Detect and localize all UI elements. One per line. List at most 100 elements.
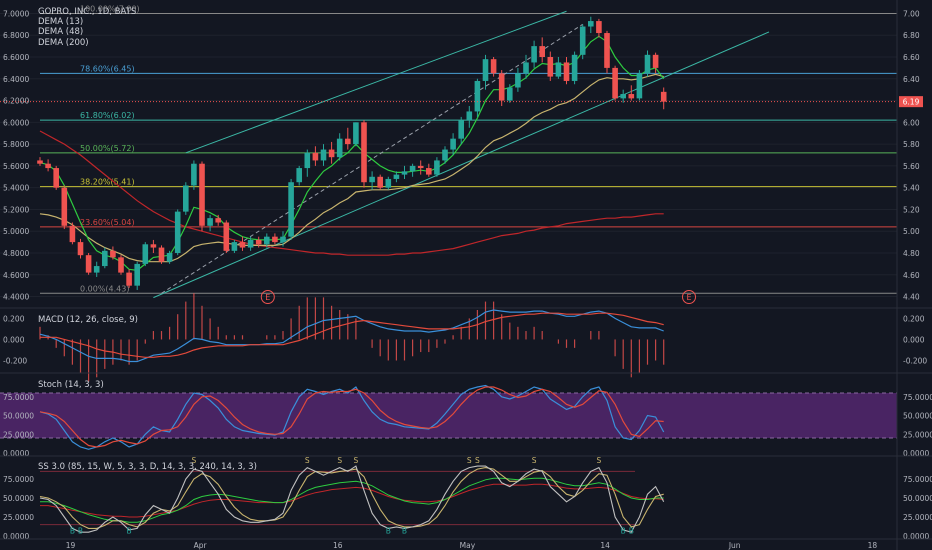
ss-tick-label: 0.0000: [903, 532, 929, 541]
stoch-tick-label-left: 25.0000: [3, 430, 34, 439]
candle: [474, 80, 481, 112]
candle: [531, 46, 537, 63]
candle: [442, 149, 448, 161]
candle: [361, 122, 367, 183]
ss-fast-line: [39, 465, 665, 533]
candle: [264, 236, 270, 245]
price-tick-label-left: 4.4000: [3, 293, 29, 302]
candle: [409, 165, 416, 172]
price-tick-label-right: 4.60: [903, 271, 920, 280]
price-tick-label-right: 6.40: [903, 75, 920, 84]
price-tick-label-left: 5.0000: [3, 227, 29, 236]
ss-buy-marker: B: [127, 527, 132, 536]
candle: [37, 160, 43, 164]
candle: [466, 111, 473, 121]
stoch-pane[interactable]: 75.0000 75.0000 50.0000 50.0000 25.0000 25.00…: [0, 380, 932, 458]
time-axis-label: 19: [66, 541, 76, 550]
time-axis-label: 16: [333, 541, 343, 550]
candle: [328, 149, 335, 158]
stoch-ticks: 75.0000 75.0000 50.0000 50.0000 25.0000 25.00…: [3, 393, 932, 458]
candle: [644, 54, 651, 74]
price-tick-label-left: 5.8000: [3, 140, 29, 149]
candle: [336, 138, 343, 158]
price-tick-label-right: 5.20: [903, 205, 920, 214]
macd-pane[interactable]: 0.200 0.200 0.000 0.000 -0.200 -0.200 MACD (1…: [3, 293, 927, 382]
candle: [417, 165, 424, 169]
ss-tick-label-left: 0.0000: [3, 532, 29, 541]
macd-tick-label: 0.000: [903, 335, 925, 344]
ss-buy-marker: B: [70, 527, 75, 536]
candle: [312, 152, 319, 161]
ss-tick-label: 75.0000: [903, 475, 932, 484]
candle: [596, 21, 602, 34]
candle: [239, 242, 246, 248]
ss-tick-label-left: 50.0000: [3, 494, 34, 503]
price-tick-label-left: 6.8000: [3, 31, 29, 40]
ss-sell-marker: S: [597, 456, 602, 465]
symbol-title: GOPRO, INC., 1D, BATS: [38, 7, 136, 17]
macd-title: MACD (12, 26, close, 9): [38, 315, 138, 325]
price-tick-label-left: 6.0000: [3, 118, 29, 127]
candle: [223, 222, 230, 251]
candle: [434, 160, 440, 175]
macd-ticks: 0.200 0.200 0.000 0.000 -0.200 -0.200: [3, 314, 927, 365]
price-tick-label-right: 5.80: [903, 140, 920, 149]
earnings-marker: [260, 290, 275, 304]
ss-pane[interactable]: B B BS S S SB BS S S SB B 75.000075.000050.000050.…: [3, 456, 932, 541]
candle: [158, 247, 165, 262]
trend-channel[interactable]: [153, 10, 770, 299]
candle: [482, 59, 489, 81]
ss-tick-label-left: 75.0000: [3, 475, 34, 484]
candle: [620, 94, 626, 99]
candle: [660, 91, 667, 102]
candle: [126, 272, 132, 286]
time-axis[interactable]: 19 Apr 16 May 14 Jun 18: [66, 541, 878, 550]
macd-tick-label: 0.200: [903, 314, 925, 323]
candle: [304, 152, 311, 169]
price-tick-label-right: 5.00: [903, 227, 920, 236]
candle: [150, 244, 157, 248]
stoch-tick-label: 75.0000: [903, 393, 932, 402]
macd-plot: [39, 293, 665, 382]
ss-ticks: 75.0000 75.0000 50.0000 50.0000 25.0000 25.00…: [3, 475, 932, 541]
stoch-tick-label: 0.0000: [903, 449, 929, 458]
ss-slow-line: [39, 467, 664, 529]
price-tick-label-right: 7.00: [903, 9, 920, 18]
candle: [199, 163, 205, 226]
ss-daily-line: [40, 483, 664, 518]
ss-buy-marker: B: [629, 527, 634, 536]
ss-plot: B B BS S S SB BS S S SB B: [39, 456, 665, 536]
macd-tick-label-left: 0.200: [3, 314, 25, 323]
candle: [604, 33, 610, 68]
candle: [215, 218, 221, 223]
ss-sell-marker: S: [305, 456, 310, 465]
candle: [588, 21, 594, 27]
stoch-title: Stoch (14, 3, 3): [38, 380, 104, 390]
candle: [288, 182, 294, 237]
price-tick-label-left: 6.4000: [3, 75, 29, 84]
price-tick-label-left: 5.2000: [3, 205, 29, 214]
candle: [579, 26, 586, 55]
candle: [450, 138, 456, 150]
price-pane[interactable]: 4.4000 4.6000 4.8000 5.0000 5.2000 5.4000 5.60…: [0, 4, 923, 304]
price-tick-label-right: 6.60: [903, 53, 920, 62]
candle: [563, 62, 570, 81]
dema13-label: DEMA (13): [38, 17, 83, 27]
candle: [93, 266, 100, 273]
dema48-label: DEMA (48): [38, 27, 83, 37]
ss-buy-marker: B: [621, 527, 626, 536]
candle: [280, 236, 286, 243]
candle: [183, 185, 189, 212]
candle: [61, 187, 68, 226]
current-price-badge: 6.19: [899, 96, 923, 108]
price-tick-label-right: 5.40: [903, 184, 920, 193]
ss-sell-marker: S: [354, 456, 359, 465]
ss-sell-marker: S: [337, 456, 342, 465]
candle: [628, 94, 635, 99]
candle: [539, 46, 545, 57]
price-tick-label-left: 5.6000: [3, 162, 29, 171]
candle: [612, 67, 618, 99]
price-tick-label-left: 7.0000: [3, 9, 29, 18]
